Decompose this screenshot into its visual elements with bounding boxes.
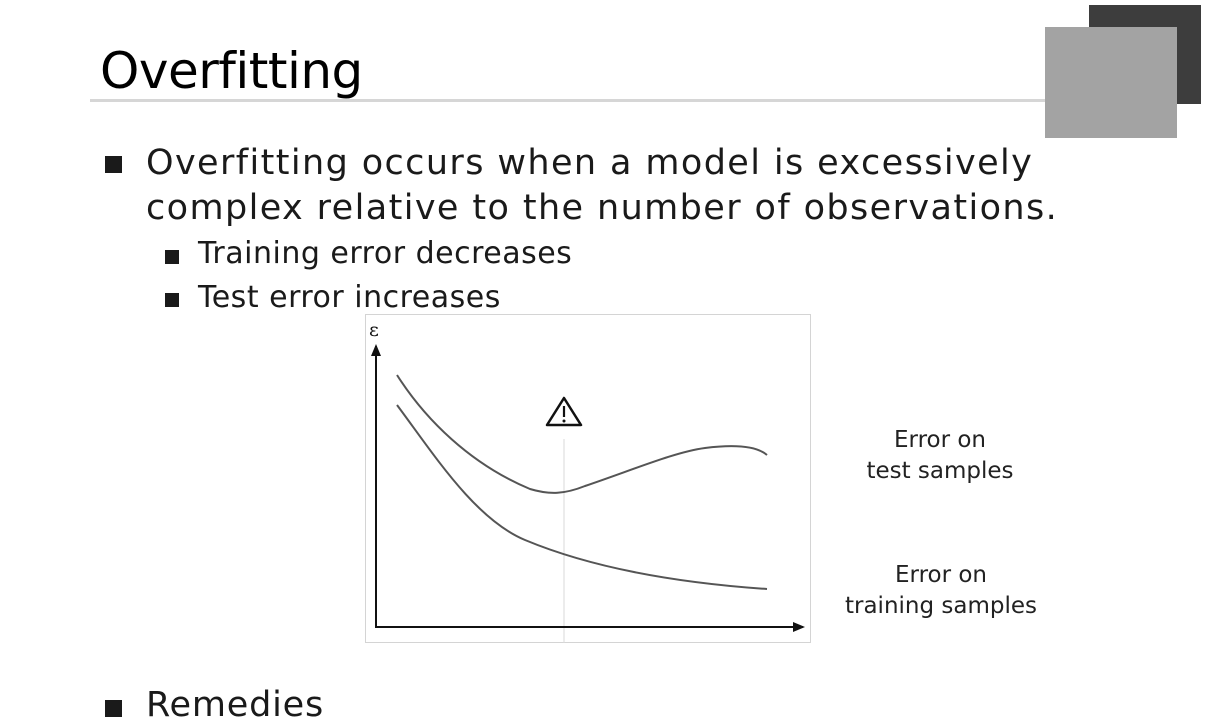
- bullet-square-icon: [165, 250, 179, 264]
- y-axis-label: ε: [369, 319, 379, 341]
- bullet-remedies: Remedies: [146, 685, 325, 725]
- legend-train-line1: Error on: [894, 562, 988, 588]
- legend-training-error: Error on training samples: [826, 560, 1056, 622]
- bullet-square-icon: [165, 293, 179, 307]
- chart-frame: [365, 314, 811, 643]
- legend-train-line2: training samples: [844, 593, 1038, 619]
- bullet-training-error: Training error decreases: [198, 236, 573, 271]
- bullet-square-icon: [105, 700, 122, 717]
- decor-light-square: [1045, 27, 1177, 138]
- legend-test-line1: Error on: [893, 427, 987, 453]
- bullet-square-icon: [105, 156, 122, 173]
- legend-test-line2: test samples: [866, 458, 1014, 484]
- test-error-curve: [396, 374, 768, 494]
- overfitting-chart: ε: [365, 314, 811, 643]
- training-error-curve: [396, 404, 768, 590]
- bullet-overfitting-definition: Overfitting occurs when a model is exces…: [146, 143, 1059, 228]
- legend-test-error: Error on test samples: [850, 425, 1030, 487]
- bullet-test-error: Test error increases: [198, 280, 501, 315]
- warning-triangle-icon: [545, 396, 583, 427]
- title-underline: [90, 99, 1045, 102]
- slide-title: Overfitting: [100, 42, 363, 100]
